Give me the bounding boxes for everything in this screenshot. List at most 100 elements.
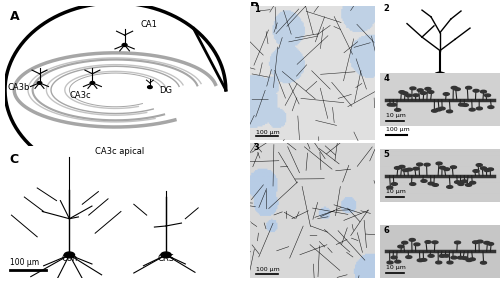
Text: CA1: CA1 [140,20,158,29]
Circle shape [444,93,450,95]
Circle shape [416,163,422,166]
Circle shape [480,167,486,169]
Circle shape [387,186,393,189]
Text: 3: 3 [254,143,260,152]
Circle shape [413,167,419,170]
Circle shape [476,164,482,166]
Circle shape [440,166,446,169]
Circle shape [480,90,486,93]
Circle shape [454,181,460,183]
Circle shape [410,87,416,90]
Circle shape [433,72,447,83]
Circle shape [388,103,394,106]
Circle shape [394,167,400,169]
Text: 100 μm: 100 μm [386,127,410,132]
Circle shape [450,166,456,169]
Circle shape [484,169,490,171]
Circle shape [428,91,434,93]
Circle shape [488,243,494,245]
Circle shape [454,88,460,90]
Text: CA3c apical: CA3c apical [96,147,144,156]
Circle shape [387,261,393,264]
Circle shape [470,182,476,184]
Text: 6: 6 [384,226,390,235]
Circle shape [458,103,464,106]
Text: Con: Con [61,254,78,263]
Circle shape [477,240,483,243]
Circle shape [484,94,490,97]
Circle shape [484,241,490,244]
Circle shape [122,44,127,46]
Circle shape [402,241,407,244]
Circle shape [458,256,464,259]
Circle shape [436,162,442,165]
Circle shape [462,180,468,183]
Circle shape [446,110,452,113]
Circle shape [390,103,396,106]
Circle shape [394,108,400,111]
Text: 5: 5 [384,150,390,159]
Circle shape [444,168,450,171]
Text: CA3c: CA3c [70,91,91,100]
Circle shape [425,87,431,90]
Circle shape [409,239,415,241]
Circle shape [432,110,438,112]
Circle shape [398,245,404,248]
Circle shape [402,92,408,94]
Circle shape [90,81,94,84]
Circle shape [410,183,416,185]
Circle shape [406,256,412,259]
Text: 100 μm: 100 μm [10,258,38,267]
Circle shape [392,183,398,185]
Circle shape [38,81,42,84]
Circle shape [148,86,152,89]
Circle shape [417,89,423,92]
Circle shape [414,243,420,246]
Circle shape [476,107,482,110]
Text: 1: 1 [254,5,260,14]
Text: A: A [10,10,19,23]
Text: 10 μm: 10 μm [386,265,406,269]
Text: 100 μm: 100 μm [256,130,280,135]
Circle shape [406,94,411,97]
Circle shape [444,255,450,257]
Circle shape [454,241,460,244]
Text: CA3b: CA3b [8,83,30,92]
Circle shape [473,170,479,172]
Circle shape [462,257,468,259]
Circle shape [428,182,434,185]
Text: 10 μm: 10 μm [386,113,406,118]
Circle shape [432,184,438,186]
Circle shape [488,168,494,171]
Circle shape [399,91,405,93]
Circle shape [458,183,464,185]
Circle shape [428,255,434,257]
Circle shape [402,169,408,171]
Circle shape [399,166,405,168]
Circle shape [436,108,442,111]
Circle shape [447,261,453,264]
Text: 100 μm: 100 μm [256,268,280,273]
Text: 2: 2 [383,4,389,13]
Text: 10 μm: 10 μm [386,189,406,194]
Circle shape [406,168,412,171]
Text: C: C [10,153,18,166]
Circle shape [469,108,475,111]
Text: DG: DG [159,86,172,95]
Circle shape [466,184,471,186]
Circle shape [161,252,171,258]
Circle shape [472,241,478,244]
Circle shape [470,258,476,260]
Text: 4: 4 [384,74,390,83]
Circle shape [466,259,472,262]
Circle shape [413,94,419,97]
Circle shape [421,180,427,182]
Circle shape [451,87,457,89]
Circle shape [488,106,494,108]
Circle shape [421,259,427,261]
Circle shape [395,260,401,263]
Circle shape [436,261,442,264]
Text: CRS: CRS [158,254,174,263]
Circle shape [425,241,431,243]
Circle shape [473,89,479,92]
